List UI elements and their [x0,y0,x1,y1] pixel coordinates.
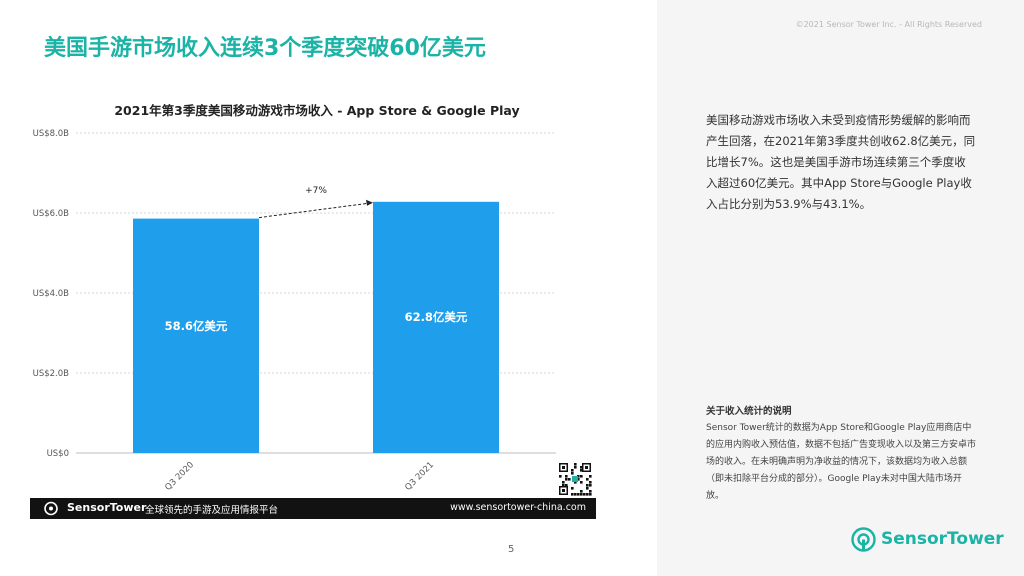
y-tick-label: US$2.0B [33,369,70,379]
y-tick-label: US$0 [47,449,69,459]
growth-arrow [258,202,369,219]
footer-brand: SensorTower [67,501,147,514]
y-tick-label: US$6.0B [33,209,70,219]
chart-title: 2021年第3季度美国移动游戏市场收入 - App Store & Google… [114,103,519,118]
page-title: 美国手游市场收入连续3个季度突破60亿美元 [44,36,486,61]
bar [133,218,259,453]
x-tick-label: Q3 2021 [403,460,436,493]
arrow-head-icon [366,199,373,206]
footer-url-link[interactable]: www.sensortower-china.com [450,502,586,513]
x-tick-label: Q3 2020 [163,460,196,493]
bar [373,201,499,453]
brand-name: SensorTower [881,529,1004,549]
page-number: 5 [508,544,515,555]
bar-data-label: 62.8亿美元 [405,310,468,324]
note-title: 关于收入统计的说明 [706,406,792,417]
footer-tagline: 全球领先的手游及应用情报平台 [145,505,279,516]
revenue-bar-chart: 2021年第3季度美国移动游戏市场收入 - App Store & Google… [33,103,556,493]
bar-data-label: 58.6亿美元 [165,319,228,333]
y-tick-label: US$4.0B [33,289,70,299]
copyright-text: ©2021 Sensor Tower Inc. - All Rights Res… [795,20,982,29]
note-body: Sensor Tower统计的数据为App Store和Google Play应… [706,423,977,501]
footer-bar: SensorTower 全球领先的手游及应用情报平台 www.sensortow… [30,498,596,519]
y-tick-label: US$8.0B [33,129,70,139]
sensortower-logo-icon [851,527,876,552]
right-panel [657,0,1024,576]
summary-text: 美国移动游戏市场收入未受到疫情形势缓解的影响而产生回落，在2021年第3季度共创… [706,113,976,211]
sensortower-logo-icon [44,501,58,516]
growth-annotation: +7% [305,186,327,196]
qr-code-icon [558,462,592,496]
brand-logo: SensorTower [850,526,1004,554]
